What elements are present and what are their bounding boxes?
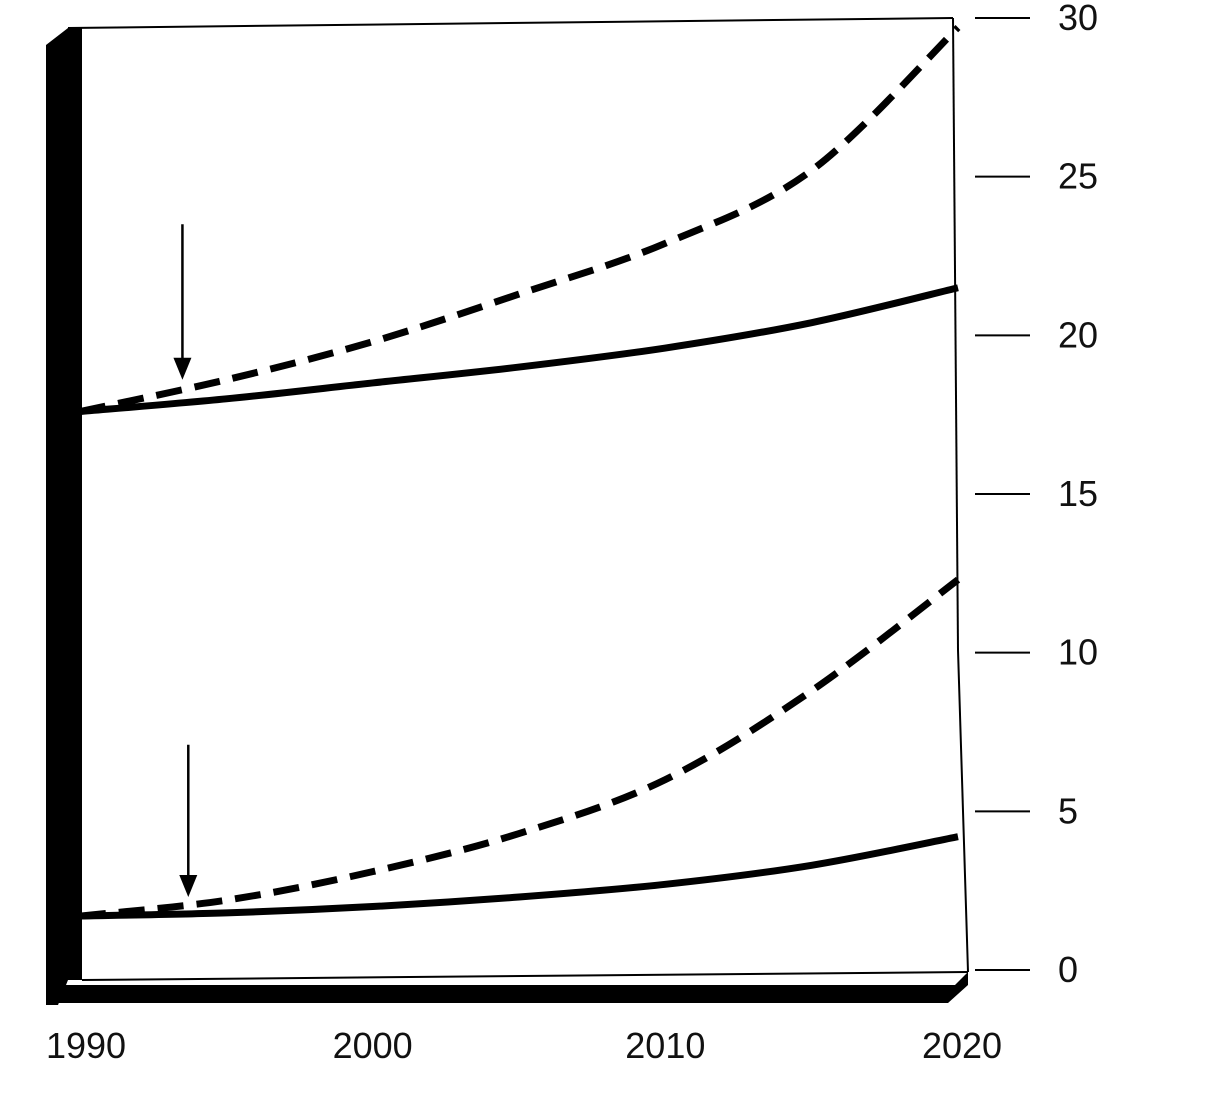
x-tick-label: 2000 xyxy=(333,1025,413,1066)
dashed-series-line-1 xyxy=(79,25,961,415)
y-tick-label: 25 xyxy=(1058,156,1098,197)
annotation-arrow-head-1 xyxy=(179,875,198,898)
annotations xyxy=(173,224,198,898)
left-tick-marks xyxy=(70,175,78,813)
right-border-upper xyxy=(952,17,959,651)
right-y-axis: 0 5 10 15 20 25 30 xyxy=(975,0,1098,990)
x-tick-label: 1990 xyxy=(46,1025,126,1066)
top-border xyxy=(67,17,954,29)
right-border-lower xyxy=(957,649,969,973)
y-tick-label: 0 xyxy=(1058,949,1078,990)
bottom-wall xyxy=(58,972,968,1003)
x-tick-label: 2010 xyxy=(625,1025,705,1066)
y-tick-label: 10 xyxy=(1058,632,1098,673)
dashed-series-line-3 xyxy=(79,576,961,920)
solid-series-line-2 xyxy=(79,833,959,920)
y-tick-label: 5 xyxy=(1058,790,1078,831)
annotation-arrow-head-0 xyxy=(173,357,192,380)
x-tick-label: 2020 xyxy=(922,1025,1002,1066)
y-tick-label: 15 xyxy=(1058,473,1098,514)
bottom-border xyxy=(81,971,969,981)
left-wall xyxy=(46,28,82,1005)
x-axis: 1990 2000 2010 2020 xyxy=(46,1025,1002,1066)
y-tick-label: 30 xyxy=(1058,0,1098,38)
y-tick-label: 20 xyxy=(1058,314,1098,355)
solid-series-line-0 xyxy=(79,284,959,415)
series-layer xyxy=(79,25,961,920)
